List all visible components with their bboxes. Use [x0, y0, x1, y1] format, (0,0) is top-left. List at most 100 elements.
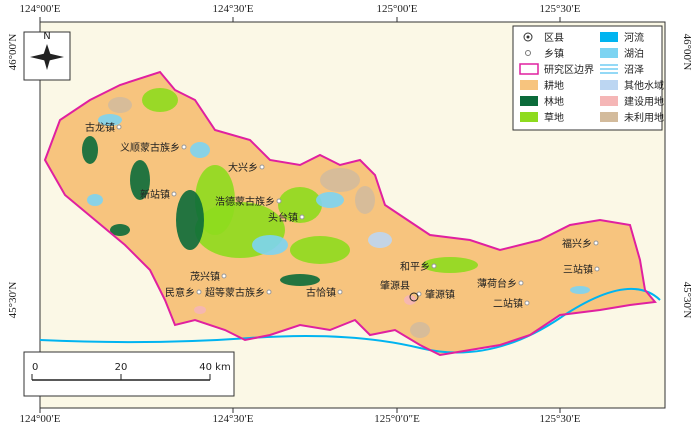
lat-label: 45°30′N	[7, 282, 19, 319]
legend-label: 林地	[544, 95, 564, 108]
county-symbol	[409, 292, 419, 302]
town-symbol	[431, 263, 437, 269]
lon-label: 124°00′E	[19, 413, 60, 425]
legend-label: 湖泊	[624, 48, 644, 60]
town-symbol	[181, 144, 187, 150]
place-label: 和平乡	[400, 261, 430, 273]
lon-label: 125°30′E	[539, 3, 580, 15]
patch	[110, 224, 130, 236]
lat-label: 46°00′N	[7, 34, 19, 71]
patch	[194, 306, 206, 314]
lat-label: 46°00′N	[681, 34, 693, 71]
town-symbol	[196, 289, 202, 295]
place-label: 古恰镇	[306, 286, 336, 299]
river	[39, 287, 661, 354]
town-symbol	[276, 198, 282, 204]
place-label: 浩德蒙古族乡	[215, 195, 275, 208]
patch	[98, 114, 122, 126]
scale-box	[23, 351, 235, 397]
legend-swatch	[519, 63, 539, 75]
patch	[410, 322, 430, 338]
legend-swatch	[520, 112, 538, 122]
lon-label: 124°00′E	[19, 3, 60, 15]
legend-label: 草地	[544, 111, 564, 124]
patch	[280, 274, 320, 286]
place-label: 肇源镇	[425, 288, 455, 301]
lon-label: 125°30′E	[539, 413, 580, 425]
scale-label: 20	[115, 362, 128, 373]
place-label: 大兴乡	[228, 161, 258, 174]
legend-label: 区县	[544, 32, 564, 44]
place-label: 福兴乡	[562, 237, 592, 250]
legend-label: 研究区边界	[544, 63, 594, 76]
lon-label: 124°30′E	[212, 413, 253, 425]
town-symbol	[594, 266, 600, 272]
patch	[190, 142, 210, 158]
patch	[316, 192, 344, 208]
patch	[82, 136, 98, 164]
place-label: 二站镇	[493, 297, 523, 310]
patch	[278, 187, 322, 223]
town-symbol	[524, 300, 530, 306]
patch	[404, 295, 416, 305]
town-symbol	[171, 191, 177, 197]
patch	[195, 165, 235, 235]
legend-swatch	[600, 80, 618, 90]
patch	[320, 168, 360, 192]
legend-label: 沼泽	[624, 63, 644, 76]
place-label: 新站镇	[140, 188, 170, 201]
patch	[422, 257, 478, 273]
place-label: 义顺蒙古族乡	[120, 141, 180, 154]
patch	[108, 97, 132, 113]
scale-label: 40 km	[199, 362, 230, 373]
patch	[290, 236, 350, 264]
place-label: 民意乡	[165, 286, 195, 299]
town-symbol	[221, 273, 227, 279]
legend-label: 建设用地	[624, 95, 664, 108]
town-symbol	[299, 214, 305, 220]
lon-label: 125°0′0″E	[374, 413, 420, 425]
town-symbol	[593, 240, 599, 246]
town-symbol	[116, 124, 122, 130]
patch	[142, 88, 178, 112]
town-symbol	[337, 289, 343, 295]
lat-label: 45°30′N	[681, 282, 693, 319]
town-symbol	[259, 164, 265, 170]
patch	[176, 190, 204, 250]
north-label: N	[43, 31, 50, 42]
study-boundary	[43, 70, 657, 357]
legend-label: 未利用地	[624, 111, 664, 124]
place-label: 超等蒙古族乡	[205, 286, 265, 299]
patch	[252, 235, 288, 255]
legend-swatch	[600, 48, 618, 58]
legend-swatch	[600, 112, 618, 122]
lon-label: 124°30′E	[212, 3, 253, 15]
legend-label: 其他水域	[624, 79, 664, 92]
legend-swatch	[600, 32, 618, 42]
county-symbol	[523, 32, 533, 42]
patch	[130, 160, 150, 200]
county-symbol	[526, 35, 530, 39]
legend-swatch	[520, 96, 538, 106]
patch	[570, 286, 590, 294]
patch	[355, 186, 375, 214]
place-label: 头台镇	[268, 211, 298, 224]
town-symbol	[266, 289, 272, 295]
land-patches	[82, 88, 590, 338]
legend-label: 河流	[624, 31, 644, 44]
county-label: 肇源县	[380, 279, 410, 292]
place-label: 茂兴镇	[190, 270, 220, 283]
town-symbol	[518, 280, 524, 286]
place-label: 古龙镇	[85, 121, 115, 134]
scale-label: 0	[32, 362, 38, 373]
patch	[87, 194, 103, 206]
legend-swatch	[520, 80, 538, 90]
patch	[368, 232, 392, 248]
place-label: 三站镇	[563, 263, 593, 276]
legend-swatch	[600, 96, 618, 106]
legend-label: 乡镇	[544, 47, 564, 60]
town-symbol	[525, 50, 531, 56]
lon-label: 125°00′E	[376, 3, 417, 15]
north-arrow	[30, 53, 64, 61]
